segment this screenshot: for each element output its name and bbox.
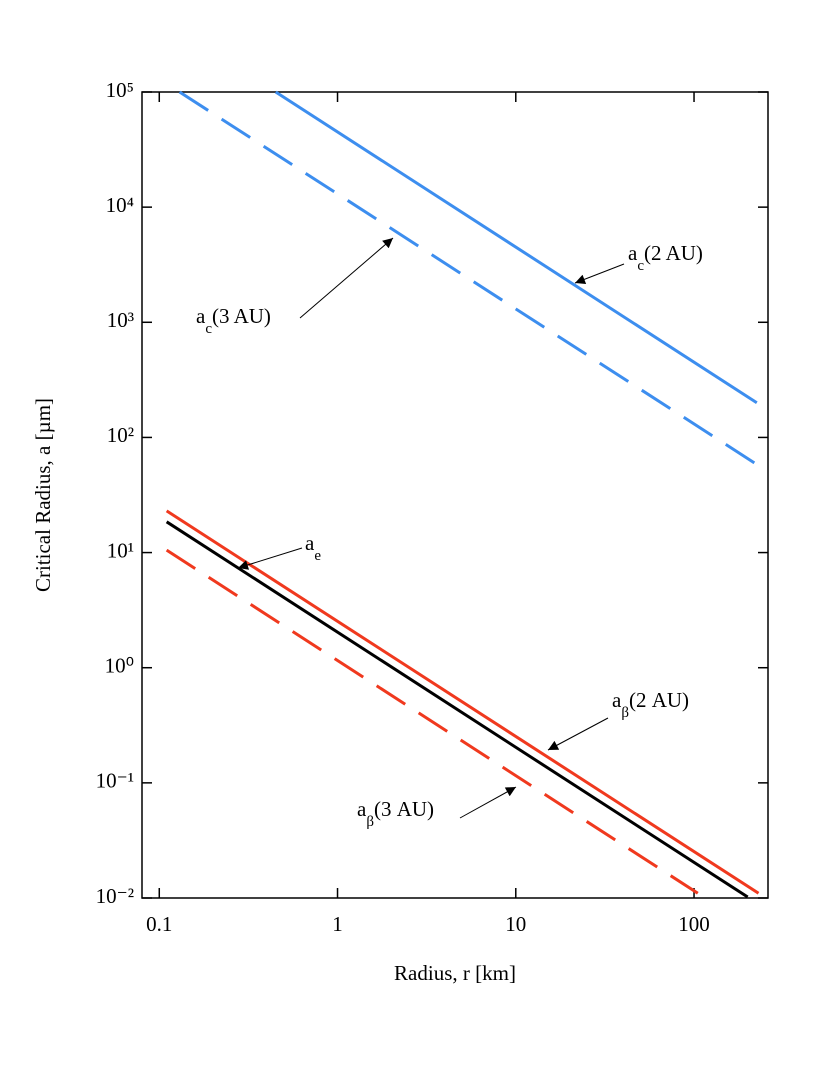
- x-axis-label: Radius, r [km]: [394, 961, 516, 985]
- x-tick-label: 10: [505, 912, 526, 936]
- y-tick-label: 10³: [107, 308, 134, 332]
- annotation-rest: (3 AU): [212, 304, 271, 328]
- annotation-sub: c: [205, 321, 212, 337]
- annotation-arrow: [459, 786, 517, 819]
- x-tick-label: 1: [332, 912, 343, 936]
- annotation-rest: (2 AU): [644, 241, 703, 265]
- plot-frame: [141, 91, 769, 899]
- data-line: [178, 90, 760, 467]
- annotation-sub: β: [366, 814, 374, 830]
- annotation-sub: β: [621, 705, 629, 721]
- annotation: ac(3 AU): [196, 304, 271, 338]
- data-line: [274, 90, 758, 405]
- annotation-arrow: [574, 263, 625, 285]
- y-tick-label: 10⁵: [106, 78, 134, 102]
- y-tick-label: 10¹: [107, 538, 134, 562]
- y-tick-label: 10⁻²: [96, 884, 134, 908]
- annotation-arrow: [237, 547, 303, 570]
- annotation-rest: (3 AU): [374, 797, 434, 821]
- annotation: aβ(2 AU): [612, 688, 689, 722]
- annotation-rest: (2 AU): [629, 688, 689, 712]
- annotation: ae: [305, 531, 321, 565]
- data-line: [165, 520, 749, 899]
- y-tick-label: 10⁰: [105, 654, 134, 678]
- annotation: ac(2 AU): [628, 241, 703, 275]
- x-tick-label: 100: [678, 912, 710, 936]
- annotation-main: a: [612, 688, 622, 712]
- annotation-arrow: [299, 237, 394, 319]
- annotation-sub: c: [637, 258, 644, 274]
- x-tick-label: 0.1: [146, 912, 172, 936]
- y-tick-label: 10⁴: [106, 193, 134, 217]
- data-line: [165, 509, 760, 895]
- annotation-arrow: [547, 717, 609, 751]
- annotation-main: a: [628, 241, 638, 265]
- annotation-sub: e: [314, 548, 321, 564]
- y-tick-label: 10²: [107, 423, 134, 447]
- y-tick-label: 10⁻¹: [96, 769, 134, 793]
- annotation: aβ(3 AU): [357, 797, 434, 831]
- annotation-main: a: [305, 531, 315, 555]
- y-axis-label: Critical Radius, a [µm]: [31, 398, 55, 592]
- annotation-main: a: [196, 304, 206, 328]
- annotation-main: a: [357, 797, 367, 821]
- data-line: [165, 548, 699, 895]
